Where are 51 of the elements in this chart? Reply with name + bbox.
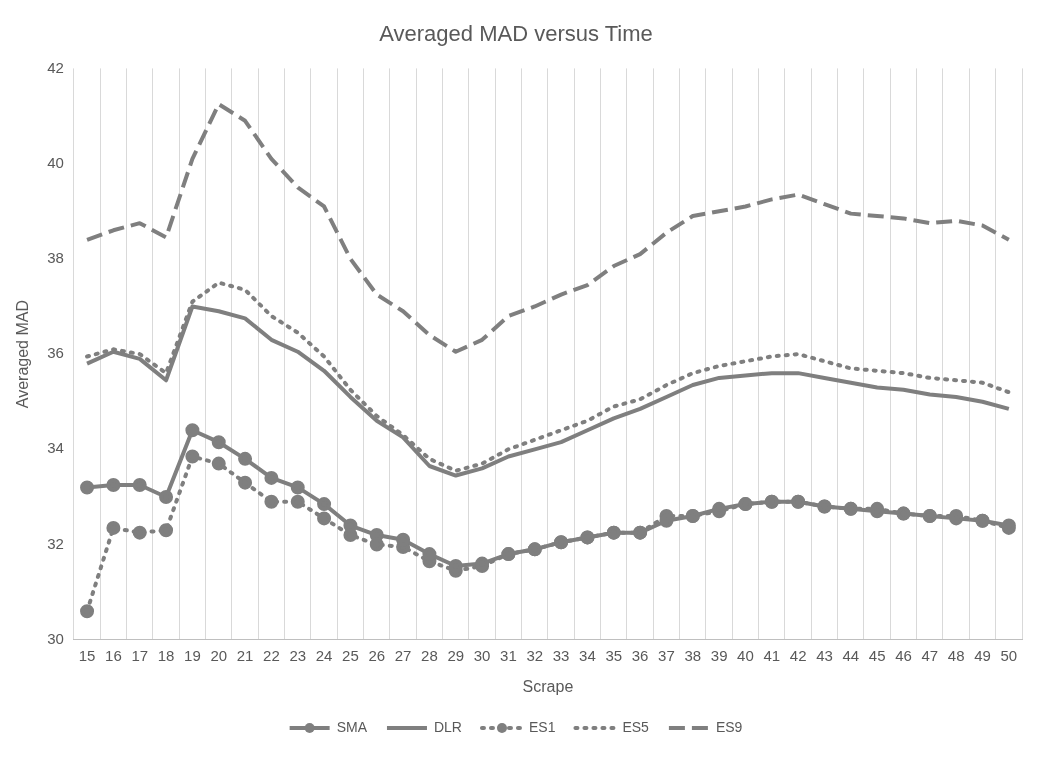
y-axis-title: Averaged MAD <box>14 300 32 409</box>
x-tick-label: 32 <box>526 646 544 664</box>
x-tick-label: 41 <box>763 646 781 664</box>
legend-label: DLR <box>433 718 462 735</box>
x-tick-label: 40 <box>737 646 754 664</box>
x-tick-label: 46 <box>895 646 912 664</box>
y-tick-label: 40 <box>47 153 64 171</box>
x-tick-label: 47 <box>921 646 939 664</box>
y-tick-label: 30 <box>47 629 64 647</box>
x-tick-label: 18 <box>157 646 175 664</box>
x-tick-label: 43 <box>816 646 833 664</box>
x-tick-label: 45 <box>868 646 886 664</box>
x-tick-label: 33 <box>552 646 570 664</box>
x-tick-label: 16 <box>105 646 122 664</box>
x-tick-label: 36 <box>631 646 649 664</box>
chart-title: Averaged MAD versus Time <box>379 21 653 47</box>
x-tick-label: 44 <box>842 646 860 664</box>
x-tick-label: 34 <box>579 646 596 664</box>
y-tick-label: 38 <box>47 249 64 267</box>
x-tick-label: 37 <box>658 646 675 664</box>
x-tick-label: 26 <box>368 646 386 664</box>
x-tick-label: 23 <box>289 646 307 664</box>
x-tick-label: 27 <box>394 646 412 664</box>
y-tick-label: 42 <box>47 58 64 76</box>
x-tick-label: 38 <box>684 646 702 664</box>
x-tick-label: 42 <box>789 646 807 664</box>
x-tick-label: 17 <box>131 646 149 664</box>
x-tick-label: 29 <box>447 646 465 664</box>
legend-label: ES9 <box>715 718 743 735</box>
x-tick-label: 35 <box>605 646 623 664</box>
legend-label: ES5 <box>622 718 650 735</box>
x-tick-label: 28 <box>421 646 438 664</box>
x-tick-label: 20 <box>210 646 228 664</box>
legend-label: SMA <box>336 718 368 735</box>
y-tick-label: 36 <box>47 344 64 362</box>
x-tick-label: 15 <box>78 646 96 664</box>
x-tick-label: 19 <box>184 646 201 664</box>
x-tick-label: 50 <box>1000 646 1018 664</box>
y-tick-label: 32 <box>47 534 64 552</box>
x-tick-label: 24 <box>315 646 333 664</box>
x-axis-title: Scrape <box>522 677 574 695</box>
x-tick-label: 31 <box>500 646 517 664</box>
x-tick-label: 39 <box>710 646 728 664</box>
legend-label: ES1 <box>528 718 556 735</box>
y-tick-label: 34 <box>47 439 64 457</box>
x-tick-label: 22 <box>263 646 280 664</box>
x-tick-label: 48 <box>947 646 965 664</box>
x-tick-label: 25 <box>342 646 359 664</box>
x-tick-label: 49 <box>974 646 991 664</box>
x-tick-label: 21 <box>236 646 254 664</box>
x-tick-label: 30 <box>473 646 491 664</box>
